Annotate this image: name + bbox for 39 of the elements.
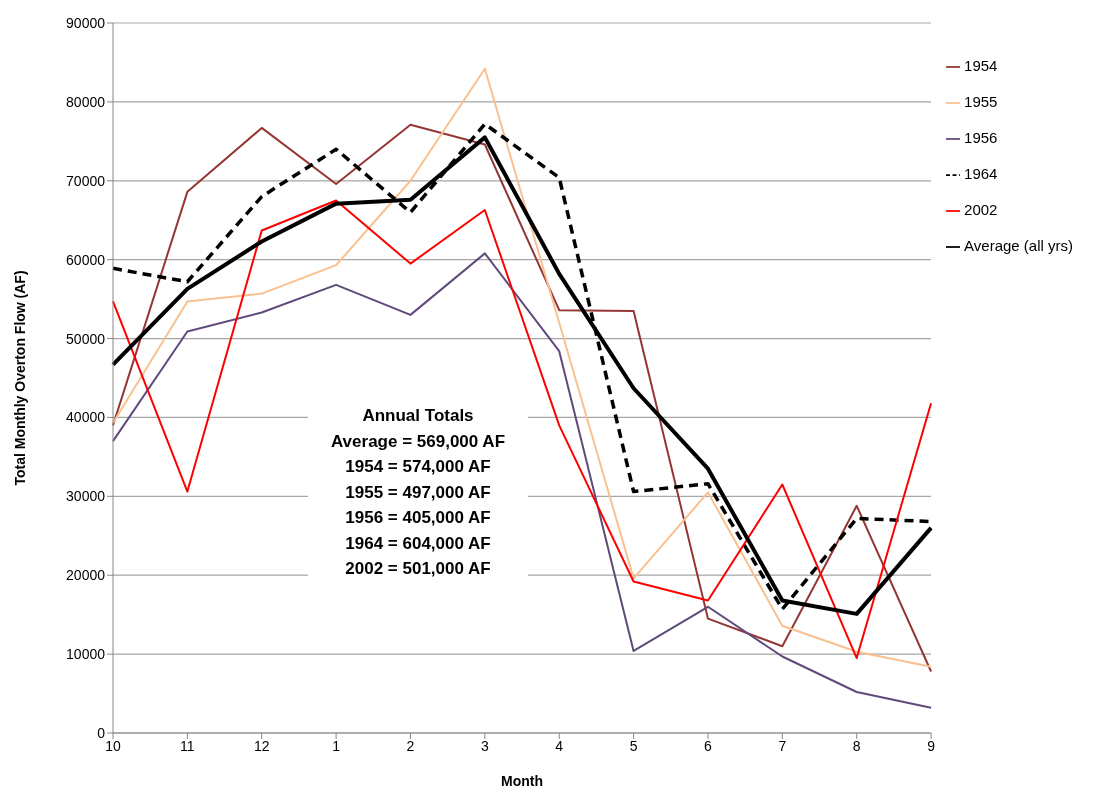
y-tick-label: 70000 bbox=[66, 172, 106, 189]
x-tick-label: 5 bbox=[629, 737, 638, 754]
y-tick-label: 90000 bbox=[66, 14, 106, 31]
annotation: 1954 = 574,000 AF bbox=[344, 456, 492, 478]
legend-label: 1964 bbox=[964, 165, 998, 182]
y-tick-label: 60000 bbox=[66, 251, 106, 268]
y-tick-label: 50000 bbox=[66, 330, 106, 347]
legend-label: 1956 bbox=[964, 129, 998, 146]
annotation: Annual Totals bbox=[361, 405, 475, 427]
x-tick-label: 11 bbox=[180, 737, 195, 754]
x-axis-title: Month bbox=[501, 773, 544, 789]
x-tick-label: 9 bbox=[927, 737, 936, 754]
x-tick-label: 2 bbox=[406, 737, 415, 754]
annotation: 2002 = 501,000 AF bbox=[344, 558, 492, 580]
y-tick-label: 0 bbox=[97, 724, 106, 741]
y-tick-label: 80000 bbox=[66, 93, 106, 110]
annotation: 1956 = 405,000 AF bbox=[344, 507, 492, 529]
x-tick-label: 3 bbox=[480, 737, 489, 754]
annotation: 1955 = 497,000 AF bbox=[344, 481, 492, 504]
annotation: 1964 = 604,000 AF bbox=[344, 532, 492, 555]
y-tick-label: 30000 bbox=[66, 488, 106, 505]
legend-label: 1955 bbox=[964, 93, 998, 110]
legend-label: 2002 bbox=[964, 201, 998, 218]
legend-label: Average (all yrs) bbox=[964, 237, 1073, 254]
annotation: Average = 569,000 AF bbox=[329, 430, 506, 453]
y-tick-label: 20000 bbox=[66, 567, 106, 584]
x-tick-label: 12 bbox=[253, 737, 270, 754]
x-tick-label: 4 bbox=[555, 737, 564, 754]
x-tick-label: 6 bbox=[704, 737, 713, 754]
x-tick-label: 10 bbox=[105, 737, 121, 754]
x-tick-label: 1 bbox=[332, 737, 341, 754]
x-tick-label: 8 bbox=[852, 737, 861, 754]
legend-label: 1954 bbox=[964, 57, 998, 74]
x-tick-label: 7 bbox=[778, 737, 787, 754]
y-axis-title: Total Monthly Overton Flow (AF) bbox=[11, 270, 28, 486]
line-series bbox=[112, 252, 933, 709]
y-tick-label: 40000 bbox=[66, 409, 106, 426]
y-tick-label: 10000 bbox=[66, 646, 106, 663]
line-series bbox=[112, 199, 933, 660]
